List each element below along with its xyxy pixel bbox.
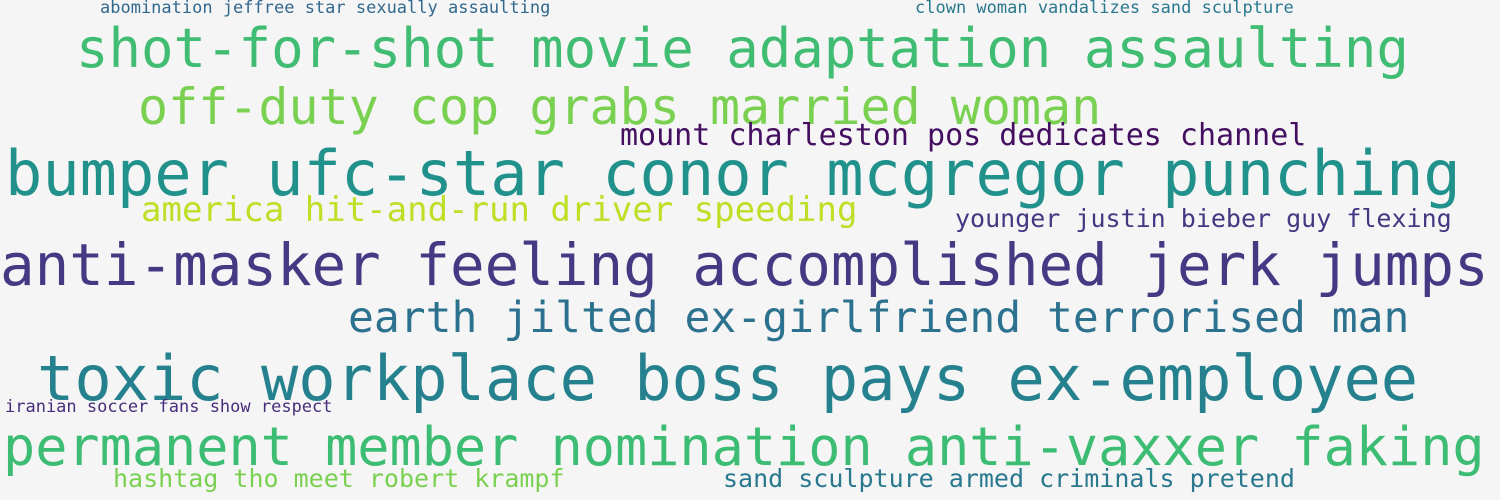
phrase: toxic workplace boss pays ex-employee	[37, 342, 1419, 415]
phrase: sand sculpture armed criminals pretend	[723, 464, 1295, 493]
phrase: off-duty cop grabs married woman	[138, 78, 1102, 136]
phrase: clown woman vandalizes sand sculpture	[915, 0, 1294, 18]
phrase: permanent member nomination anti-vaxxer …	[3, 415, 1485, 478]
phrase: bumper ufc-star conor mcgregor punching	[5, 137, 1461, 210]
phrase: abomination jeffree star sexually assaul…	[100, 0, 551, 18]
phrase: shot-for-shot movie adaptation assaultin…	[76, 17, 1409, 80]
phrase: anti-masker feeling accomplished jerk ju…	[0, 232, 1489, 299]
phrase: mount charleston pos dedicates channel	[620, 118, 1307, 153]
phrase: america hit-and-run driver speeding	[141, 190, 858, 230]
phrase: younger justin bieber guy flexing	[955, 204, 1452, 233]
phrase: hashtag tho meet robert krampf	[113, 464, 565, 493]
phrase: earth jilted ex-girlfriend terrorised ma…	[348, 293, 1410, 343]
phrase: iranian soccer fans show respect	[5, 397, 333, 417]
